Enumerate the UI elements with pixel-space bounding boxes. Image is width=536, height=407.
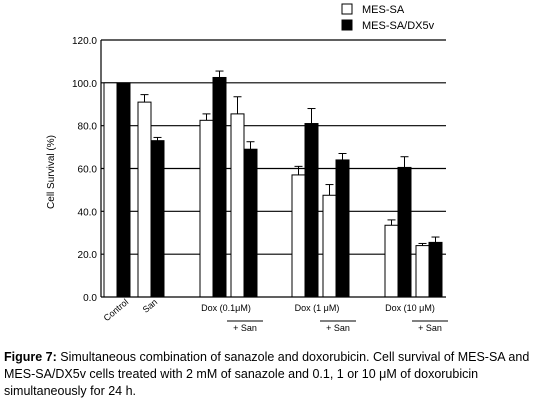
y-tick-label: 40.0 [78, 207, 98, 218]
bar [384, 224, 399, 298]
bar [116, 82, 131, 298]
x-tick-label: Dox (10 μM) [385, 303, 435, 313]
x-tick-label: Dox (1 μM) [295, 303, 340, 313]
legend-label: MES-SA/DX5v [362, 20, 435, 32]
legend: MES-SA MES-SA/DX5v [341, 3, 435, 32]
bar [199, 119, 214, 298]
bar [230, 113, 245, 298]
bar [291, 174, 306, 298]
bar [335, 159, 350, 298]
y-tick-labels: 0.0 20.0 40.0 60.0 80.0 100.0 120.0 [72, 36, 97, 304]
legend-label: MES-SA [362, 4, 405, 16]
x-tick-label: + San [233, 323, 257, 333]
x-tick-label: San [141, 297, 160, 315]
bar [243, 148, 258, 298]
x-tick-label: Control [102, 297, 131, 323]
legend-swatch [341, 3, 353, 15]
legend-swatch [341, 19, 353, 31]
bar [322, 194, 337, 298]
y-tick-label: 20.0 [78, 250, 98, 261]
y-tick-label: 80.0 [78, 122, 98, 133]
x-tick-label: Dox (0.1μM) [201, 303, 251, 313]
x-tick-label: + San [326, 323, 350, 333]
y-tick-label: 60.0 [78, 165, 98, 176]
y-tick-label: 100.0 [72, 79, 97, 90]
caption-text: Simultaneous combination of sanazole and… [4, 350, 530, 398]
x-tick-label: + San [418, 323, 442, 333]
bar [150, 140, 165, 298]
bar [415, 245, 430, 298]
y-tick-label: 0.0 [83, 293, 97, 304]
bar [397, 166, 412, 298]
bar [103, 82, 118, 298]
bar-chart: 0.0 20.0 40.0 60.0 80.0 100.0 120.0 Control San… [46, 3, 448, 333]
axes [100, 40, 446, 298]
bar [212, 76, 227, 298]
bar [428, 241, 443, 298]
x-tick-labels: Control San Dox (0.1μM) + San Dox (1 μM) + Sa… [102, 297, 448, 333]
y-axis-label: Cell Survival (%) [46, 135, 57, 209]
bars [103, 70, 443, 298]
bar [304, 123, 319, 298]
bar [137, 101, 152, 298]
caption-label: Figure 7: [4, 350, 57, 364]
figure-caption: Figure 7: Simultaneous combination of sa… [4, 349, 532, 400]
y-tick-label: 120.0 [72, 36, 97, 47]
